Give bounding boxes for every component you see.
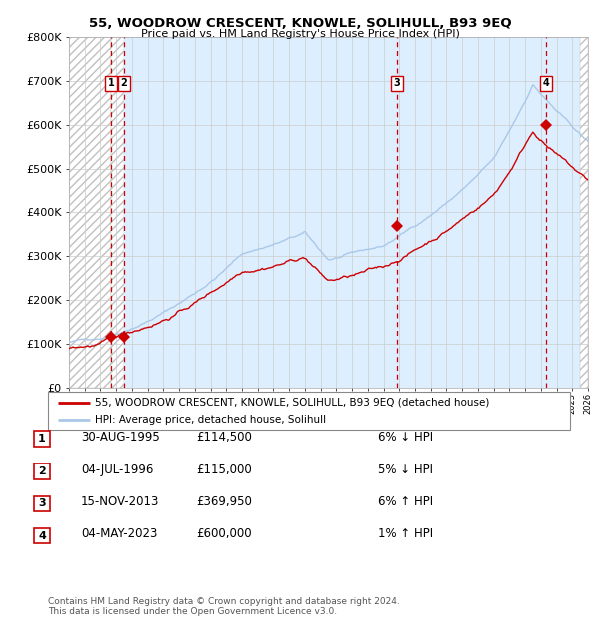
Text: 2: 2 <box>38 466 46 476</box>
Text: 30-AUG-1995: 30-AUG-1995 <box>81 431 160 443</box>
Text: 15-NOV-2013: 15-NOV-2013 <box>81 495 160 508</box>
Text: £369,950: £369,950 <box>196 495 252 508</box>
Text: 1% ↑ HPI: 1% ↑ HPI <box>378 528 433 540</box>
Text: £114,500: £114,500 <box>196 431 252 443</box>
Text: 04-JUL-1996: 04-JUL-1996 <box>81 463 154 476</box>
FancyBboxPatch shape <box>34 431 50 447</box>
Text: 3: 3 <box>394 78 401 88</box>
Text: 6% ↓ HPI: 6% ↓ HPI <box>378 431 433 443</box>
Text: £115,000: £115,000 <box>196 463 252 476</box>
Text: £600,000: £600,000 <box>196 528 252 540</box>
Bar <box>580 37 588 387</box>
Text: Price paid vs. HM Land Registry's House Price Index (HPI): Price paid vs. HM Land Registry's House … <box>140 29 460 39</box>
FancyBboxPatch shape <box>34 463 50 479</box>
Text: 55, WOODROW CRESCENT, KNOWLE, SOLIHULL, B93 9EQ (detached house): 55, WOODROW CRESCENT, KNOWLE, SOLIHULL, … <box>95 397 490 407</box>
Text: 1: 1 <box>107 78 114 88</box>
Text: 4: 4 <box>38 531 46 541</box>
Text: HPI: Average price, detached house, Solihull: HPI: Average price, detached house, Soli… <box>95 415 326 425</box>
Bar <box>69 37 111 387</box>
FancyBboxPatch shape <box>34 495 50 512</box>
Text: Contains HM Land Registry data © Crown copyright and database right 2024.: Contains HM Land Registry data © Crown c… <box>48 597 400 606</box>
Bar <box>397 37 546 387</box>
Text: 1: 1 <box>38 434 46 444</box>
Text: 55, WOODROW CRESCENT, KNOWLE, SOLIHULL, B93 9EQ: 55, WOODROW CRESCENT, KNOWLE, SOLIHULL, … <box>89 17 511 30</box>
Text: 6% ↑ HPI: 6% ↑ HPI <box>378 495 433 508</box>
Text: 04-MAY-2023: 04-MAY-2023 <box>81 528 157 540</box>
Text: 4: 4 <box>543 78 550 88</box>
Text: 3: 3 <box>38 498 46 508</box>
Bar <box>546 37 580 387</box>
Text: 2: 2 <box>121 78 127 88</box>
Bar <box>111 37 124 387</box>
Bar <box>124 37 397 387</box>
Text: This data is licensed under the Open Government Licence v3.0.: This data is licensed under the Open Gov… <box>48 607 337 616</box>
FancyBboxPatch shape <box>48 392 570 430</box>
Text: 5% ↓ HPI: 5% ↓ HPI <box>378 463 433 476</box>
FancyBboxPatch shape <box>34 528 50 544</box>
